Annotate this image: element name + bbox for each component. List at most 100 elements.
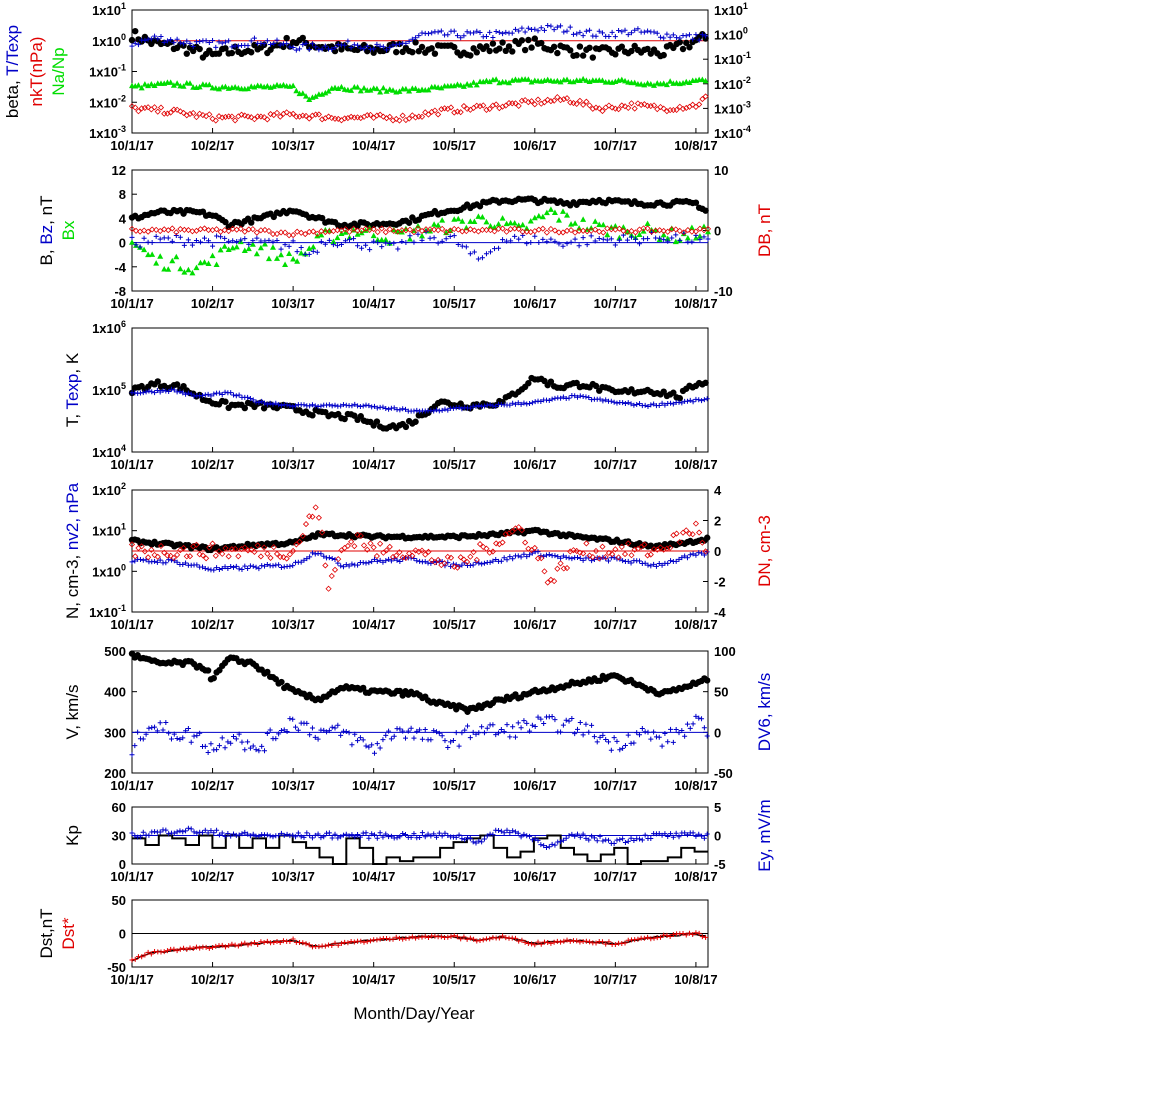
data-point [398,228,405,235]
data-point [665,560,671,566]
data-point [266,237,272,243]
data-point [312,832,318,838]
data-point [479,226,486,233]
data-point [425,935,431,941]
data-point [397,407,403,413]
data-point [161,549,168,556]
data-point [258,939,264,945]
data-point [512,26,518,32]
data-point [167,79,174,85]
data-point [450,405,456,411]
data-point [374,558,380,564]
data-point [473,556,480,563]
data-point [307,732,313,738]
data-point [387,44,393,50]
data-point [183,50,190,57]
data-point [216,743,222,749]
data-point [205,391,211,397]
data-point [154,387,160,393]
data-point [651,82,658,88]
data-point [612,51,619,58]
data-point [307,403,313,409]
x-tick-label: 10/5/17 [433,296,476,311]
data-point [138,84,145,91]
data-point [617,837,623,843]
data-point [667,544,674,551]
data-point [293,724,299,730]
data-point [251,35,257,41]
data-point [479,404,485,409]
data-point [567,47,574,54]
data-point [286,250,293,257]
data-point [546,551,552,557]
data-point [199,552,206,559]
data-point [286,243,292,249]
data-point [557,78,564,85]
data-point [660,546,667,553]
data-point [148,106,155,113]
data-point [541,843,547,849]
data-point [555,229,563,236]
data-point [165,266,172,272]
data-point [249,226,256,233]
data-point [346,563,352,569]
data-point [531,35,538,42]
axis-label-segment: T, [63,410,82,428]
data-point [335,722,341,728]
data-point [651,561,657,567]
x-tick-label: 10/6/17 [513,617,556,632]
data-point [418,227,426,235]
data-point [248,219,255,226]
data-point [306,251,312,257]
data-point [300,940,306,946]
data-point [532,233,538,239]
data-point [473,81,480,88]
data-point [145,82,152,89]
data-point [145,554,152,561]
data-point [186,110,194,118]
data-point [525,76,532,82]
data-point [369,404,375,410]
data-point [480,937,486,943]
data-point [697,236,703,242]
x-tick-label: 10/4/17 [352,296,395,311]
data-point [591,835,597,841]
data-point [221,243,228,249]
data-point [222,45,229,52]
data-point [181,242,187,248]
data-point [222,235,228,241]
data-point [374,405,380,411]
data-point [521,551,527,557]
data-point [540,236,546,242]
data-point [684,235,691,241]
data-point [552,395,558,401]
left-tick-label: 200 [104,766,126,781]
data-point [157,557,163,563]
data-point [620,227,627,235]
data-point [377,89,384,95]
data-point [616,225,623,232]
tick-exponent: -4 [743,124,751,134]
data-point [456,405,462,411]
data-point [686,79,693,86]
data-point [551,209,558,216]
data-point [538,941,544,947]
data-point [251,940,257,946]
data-point [664,31,670,37]
data-point [352,834,358,840]
data-point [309,412,316,419]
data-point [654,30,660,36]
data-point [693,713,699,719]
data-point [154,553,161,560]
data-point [208,828,214,834]
data-point [567,227,575,234]
data-point [672,226,679,233]
data-point [163,827,169,833]
data-point [148,951,154,957]
data-point [465,723,471,729]
data-point [265,227,273,235]
data-point [355,562,361,568]
data-point [343,728,349,734]
data-point [140,829,146,835]
data-point [384,936,390,942]
